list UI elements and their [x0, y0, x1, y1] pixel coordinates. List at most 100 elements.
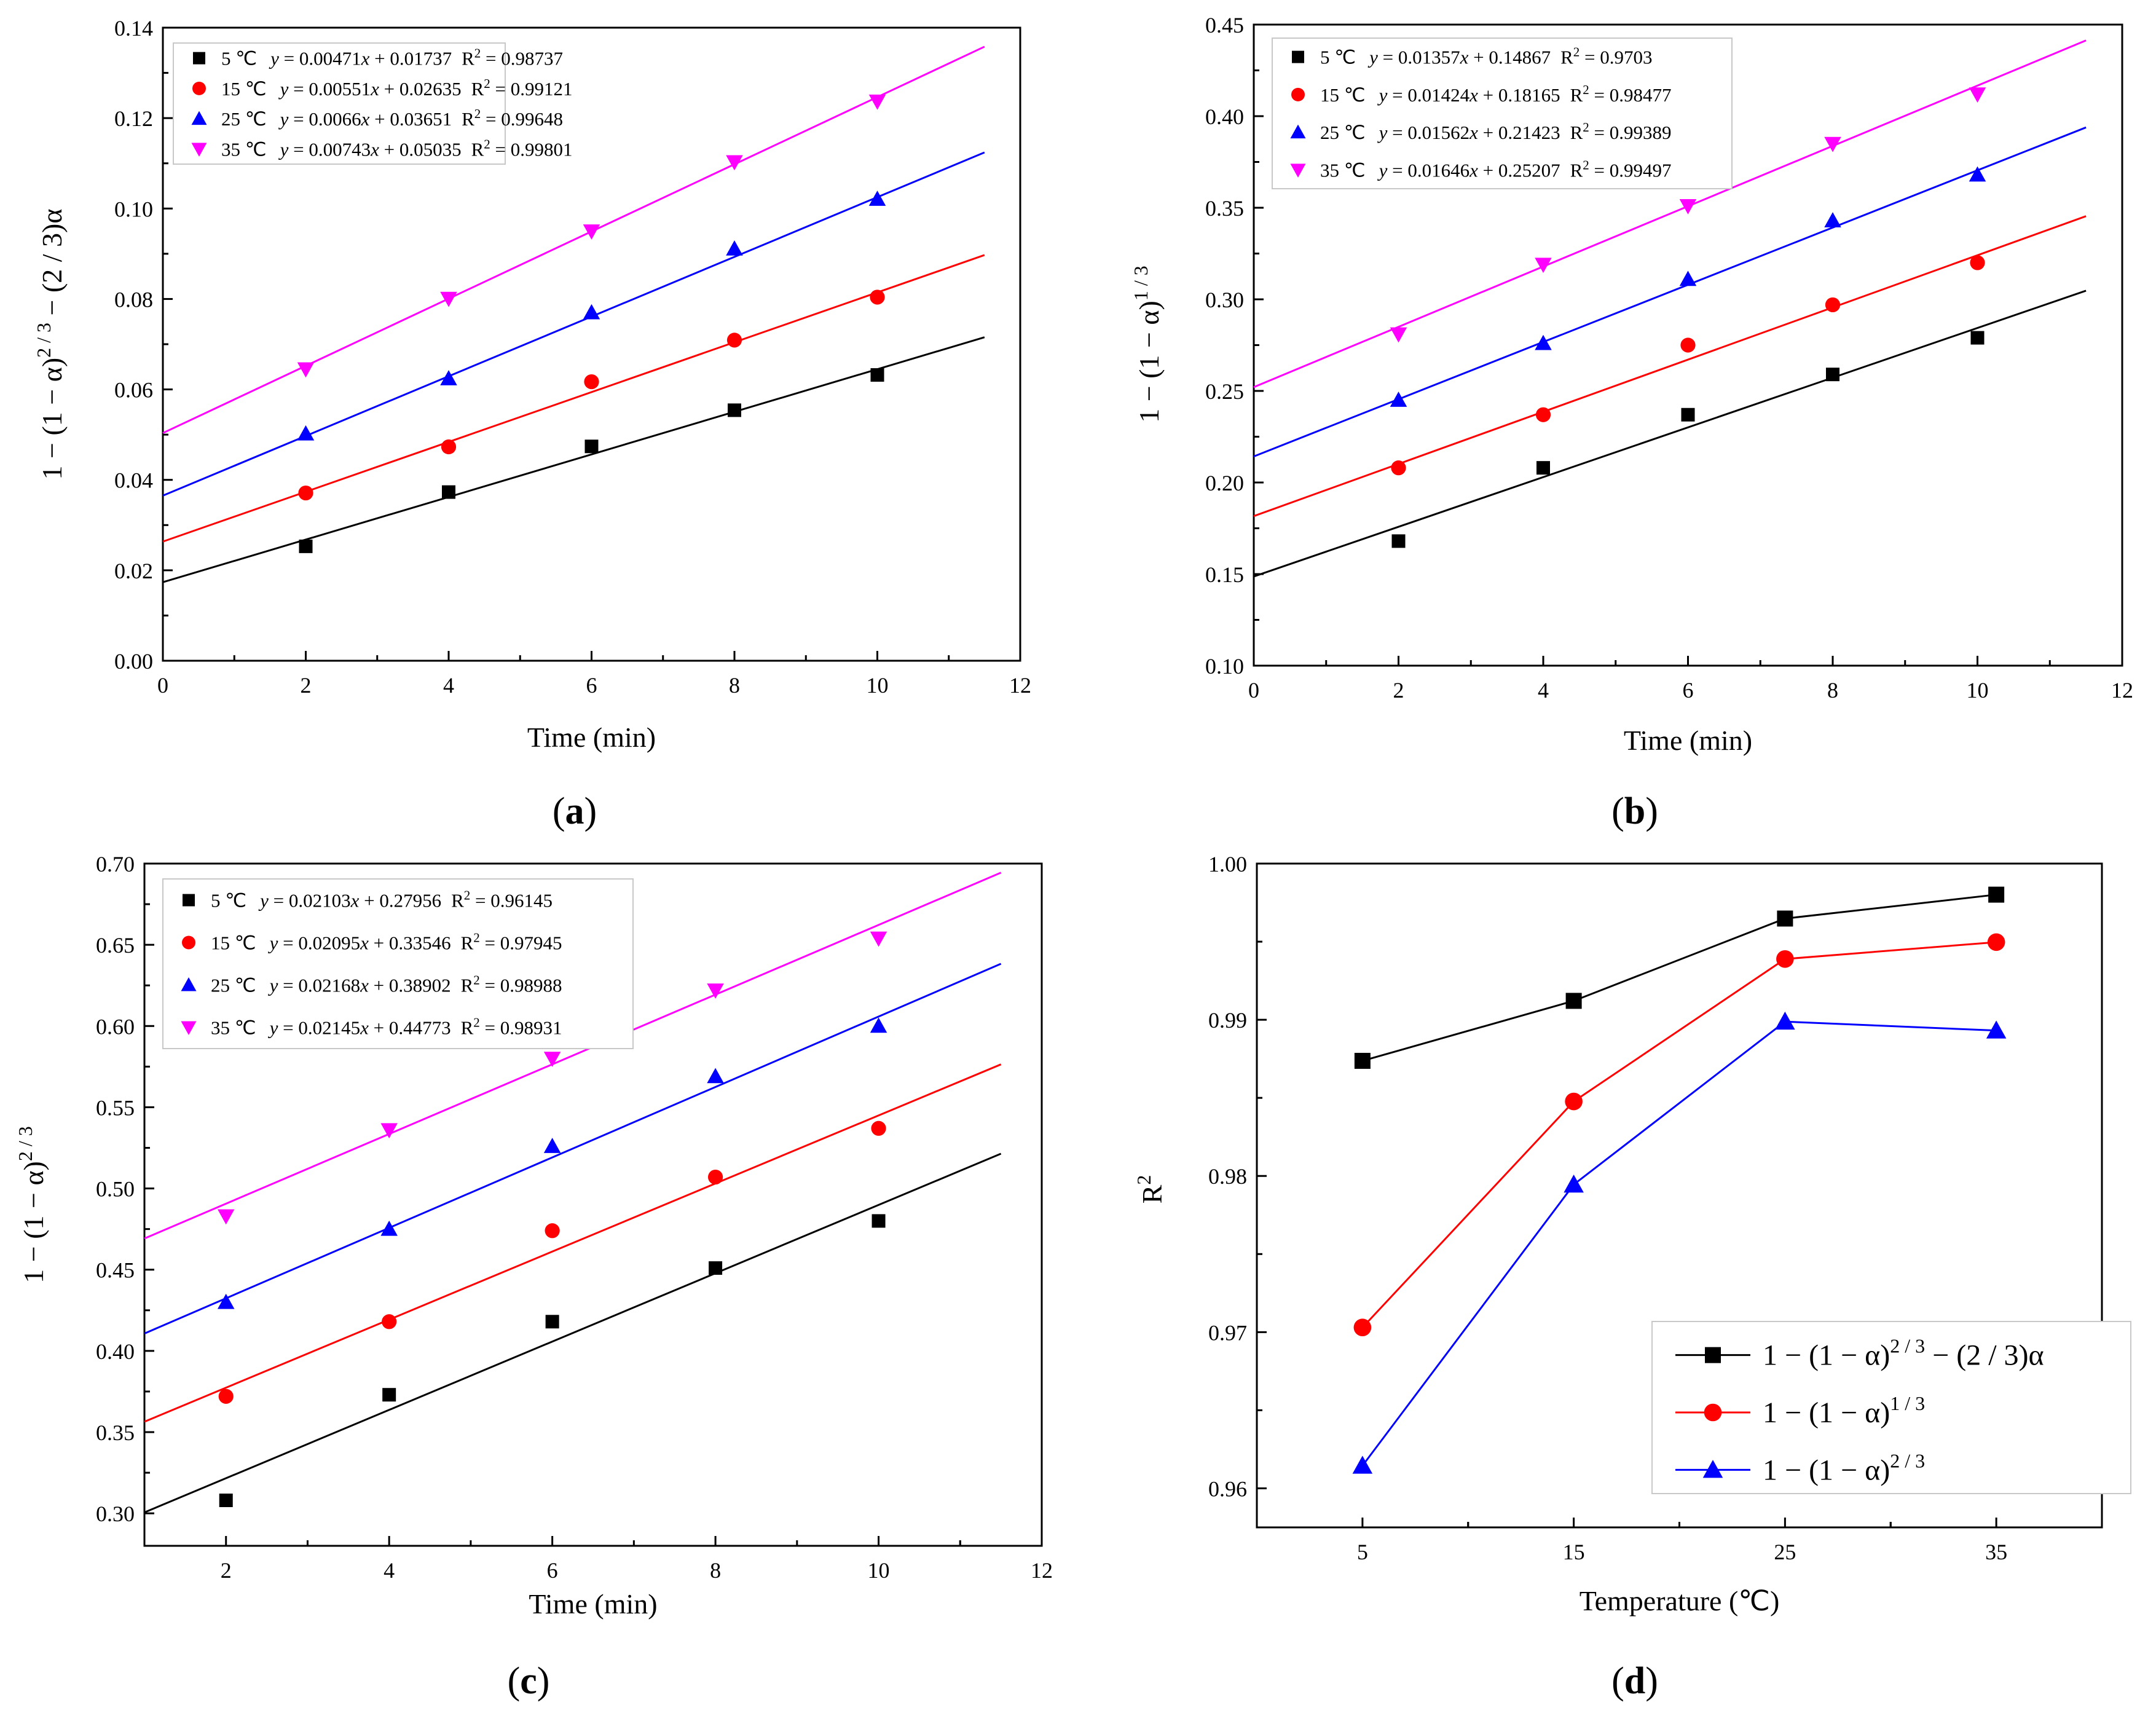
legend-box: [1272, 37, 1733, 189]
legend-r2-value: 0.99648: [501, 108, 563, 130]
legend-temperature: 15 ℃: [1320, 84, 1366, 106]
legend-r2-sup: 2: [473, 973, 480, 988]
data-point-triangle-up: [707, 1068, 724, 1084]
data-point-circle: [707, 1169, 723, 1185]
y-axis-label-main: R: [1136, 1184, 1168, 1203]
legend-eq-x: x: [360, 932, 369, 954]
legend-temperature: 25 ℃: [1320, 122, 1366, 143]
data-point-circle: [870, 289, 885, 305]
legend-r2-sup: 2: [484, 136, 490, 151]
data-point-square: [545, 1315, 559, 1329]
legend-entry: 25 ℃ y = 0.01562x + 0.21423 R2 = 0.99389: [1320, 120, 1672, 143]
panel-b-chart: 0 2 4 6 8 10 12 0.10 0.15 0.20 0.25 0.30 0.35 0.40 0.4…: [1130, 13, 2133, 832]
x-tick-label: 2: [221, 1558, 232, 1583]
legend-r2-r: R: [471, 78, 484, 100]
fit-line-square: [1253, 289, 2087, 578]
legend-eq-coef: 0.01424: [1407, 84, 1469, 106]
legend-eq-coef: 0.01646: [1407, 159, 1469, 181]
legend-r2-sup: 2: [1583, 120, 1589, 135]
data-point-triangle-up: [583, 304, 600, 320]
data-point-triangle-up: [380, 1220, 398, 1236]
legend-r2-equals: =: [480, 1017, 500, 1039]
legend-r2-sup: 2: [474, 106, 481, 121]
data-point-square: [219, 1494, 233, 1507]
y-tick-label: 0.96: [1208, 1476, 1247, 1501]
y-tick-label: 0.60: [96, 1014, 135, 1039]
y-tick-label: 0.65: [96, 933, 135, 958]
legend-label-sup: 2 / 3: [1890, 1449, 1925, 1471]
data-point-triangle-up: [1535, 334, 1552, 350]
y-tick-label: 0.40: [96, 1339, 135, 1364]
data-point-triangle-down: [217, 1209, 235, 1225]
data-point-triangle-up: [1986, 1020, 2007, 1039]
legend-eq-const: 0.33546: [389, 932, 451, 954]
legend-eq-equals: =: [1387, 84, 1407, 106]
legend-r2-value: 0.96145: [490, 890, 553, 912]
x-axis-label: Time (min): [1624, 725, 1752, 756]
x-tick-label: 6: [547, 1558, 558, 1583]
legend-eq-plus: +: [1468, 47, 1489, 68]
legend-eq-const: 0.05035: [399, 138, 462, 160]
legend-eq-equals: =: [288, 78, 309, 100]
legend-entry: 15 ℃ y = 0.00551x + 0.02635 R2 = 0.99121: [221, 76, 573, 100]
y-axis-label: 1 − (1 − α)2 / 3 − (2 / 3)α: [33, 209, 68, 480]
series-line-circle: [1361, 941, 1997, 1328]
legend-r2-r: R: [461, 1017, 474, 1039]
legend-eq-y: y: [268, 1017, 278, 1039]
y-tick-label: 0.02: [114, 559, 153, 583]
y-axis-label-main: 1 − (1 − α): [18, 1161, 49, 1283]
panel-label: (c): [508, 1660, 550, 1702]
fit-line-triangle-down: [162, 45, 985, 434]
legend-eq-coef: 0.01562: [1407, 122, 1469, 143]
legend-eq-equals: =: [279, 48, 299, 69]
legend-r2-equals: =: [1589, 122, 1610, 143]
data-point-triangle-down: [1824, 136, 1841, 152]
x-axis-label: Time (min): [529, 1588, 657, 1620]
legend-eq-y: y: [269, 48, 279, 69]
x-tick-label: 10: [868, 1558, 890, 1583]
x-axis-label: Temperature (℃): [1580, 1585, 1780, 1617]
data-point-triangle-down: [707, 983, 724, 999]
y-tick-label: 0.25: [1205, 379, 1244, 404]
data-point-triangle-up: [1352, 1455, 1373, 1474]
data-point-triangle-up: [1775, 1011, 1795, 1030]
legend-r2-value: 0.98988: [500, 975, 562, 996]
x-tick-label: 4: [443, 673, 454, 698]
legend-eq-x: x: [361, 108, 370, 130]
series-line-triangle-up: [1361, 1020, 1997, 1467]
legend-eq-const: 0.25207: [1498, 159, 1560, 181]
legend-entry: 1 − (1 − α)2 / 3 − (2 / 3)α: [1763, 1335, 2044, 1372]
legend-r2-equals: =: [1580, 47, 1600, 68]
data-point-square: [870, 368, 884, 382]
panel-label-close: ): [584, 790, 597, 832]
x-tick-label: 15: [1563, 1540, 1585, 1564]
legend-marker-circle: [192, 81, 206, 95]
legend-eq-const: 0.21423: [1498, 122, 1560, 143]
fit-line-circle: [144, 1063, 1002, 1423]
legend-r2-equals: =: [490, 138, 511, 160]
legend-temperature: 5 ℃: [221, 48, 257, 69]
legend-eq-coef: 0.0066: [309, 108, 361, 130]
legend-eq-equals: =: [1387, 159, 1407, 181]
legend-marker-square: [193, 52, 205, 65]
legend-eq-plus: +: [1478, 122, 1498, 143]
legend-r2-value: 0.99801: [511, 138, 573, 160]
legend-eq-y: y: [278, 138, 289, 160]
legend-r2-sup: 2: [1583, 157, 1589, 172]
data-point-circle: [298, 485, 313, 501]
data-point-triangle-down: [1969, 87, 1986, 103]
legend-r2-sup: 2: [484, 76, 490, 91]
legend-eq-y: y: [268, 975, 278, 996]
data-point-triangle-up: [217, 1293, 235, 1309]
x-tick-label: 2: [1393, 678, 1404, 703]
data-point-square: [871, 1214, 886, 1228]
data-point-triangle-down: [870, 931, 887, 947]
legend-eq-equals: =: [278, 975, 298, 996]
data-point-square: [1565, 993, 1582, 1009]
x-tick-label: 12: [2111, 678, 2133, 703]
data-point-triangle-down: [297, 362, 315, 378]
data-point-square: [1988, 886, 2005, 903]
legend-temperature: 35 ℃: [211, 1017, 256, 1039]
legend-r2-r: R: [471, 138, 484, 160]
x-tick-label: 25: [1774, 1540, 1796, 1564]
